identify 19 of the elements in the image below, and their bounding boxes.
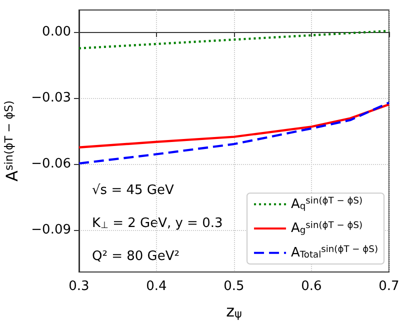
y-tick-label: 0.00	[42, 24, 71, 40]
y-axis-title: Asin(ϕT − ϕS)	[2, 100, 22, 182]
legend-label: ATotalsin(ϕT − ϕS)	[291, 245, 378, 260]
legend-label: Agsin(ϕT − ϕS)	[291, 220, 363, 236]
annotation: √s = 45 GeV	[92, 183, 174, 198]
y-tick-label: −0.06	[31, 156, 71, 172]
x-axis-title: zψ	[226, 301, 242, 321]
y-tick-label: −0.03	[31, 90, 71, 106]
x-tick-label: 0.3	[68, 279, 90, 294]
x-tick-label: 0.6	[301, 279, 322, 294]
x-tick-label: 0.7	[378, 279, 400, 294]
line-series	[78, 103, 390, 148]
line-series	[78, 102, 390, 165]
annotation: K⊥ = 2 GeV, y = 0.3	[92, 216, 223, 232]
x-tick-label: 0.4	[146, 279, 167, 294]
legend-label: Aqsin(ϕT − ϕS)	[291, 196, 363, 212]
y-tick-label: −0.09	[31, 222, 71, 238]
x-tick-label: 0.5	[224, 279, 244, 294]
annotation: Q² = 80 GeV²	[92, 249, 180, 264]
